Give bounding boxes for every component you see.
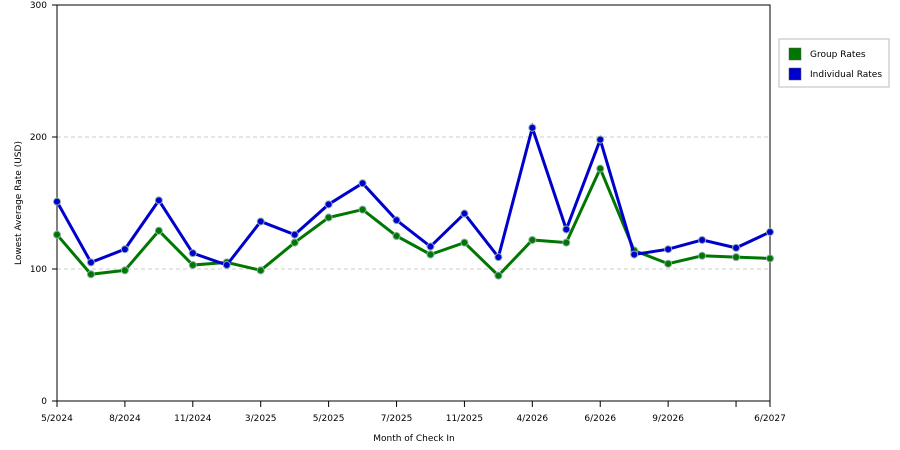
plot-frame [56, 4, 771, 402]
data-point [290, 230, 299, 239]
data-point [528, 235, 537, 244]
data-point [86, 270, 95, 279]
x-tick-label: 11/2024 [174, 414, 212, 424]
data-point [732, 253, 741, 262]
data-point [664, 259, 673, 268]
legend-swatch [788, 47, 802, 61]
data-point [562, 225, 571, 234]
x-tick-label: 11/2025 [446, 414, 483, 424]
data-point [698, 235, 707, 244]
x-tick-label: 8/2024 [109, 414, 141, 424]
series-line [55, 164, 771, 278]
data-point [324, 200, 333, 209]
data-point [426, 250, 435, 259]
y-axis-label: Lowest Average Rate (USD) [14, 141, 24, 265]
data-point [460, 209, 469, 218]
data-point [188, 249, 197, 258]
x-axis-label: Month of Check In [373, 434, 455, 444]
data-point [766, 228, 774, 237]
data-point [154, 196, 163, 205]
y-tick-label: 0 [41, 397, 47, 407]
data-point [53, 197, 61, 206]
x-tick-label: 5/2024 [41, 414, 73, 424]
data-point [120, 245, 129, 254]
data-point [426, 242, 435, 251]
y-tick-label: 300 [30, 1, 47, 11]
data-point [698, 251, 707, 260]
data-point [358, 205, 367, 214]
data-point [528, 123, 537, 132]
x-tick-label: 3/2025 [245, 414, 277, 424]
data-point [460, 238, 469, 247]
y-tick-label: 200 [30, 133, 47, 143]
data-point [358, 179, 367, 188]
x-tick-label: 9/2026 [652, 414, 684, 424]
data-point [494, 271, 503, 280]
data-point [324, 213, 333, 222]
data-point [630, 250, 639, 259]
legend-label: Individual Rates [810, 70, 882, 80]
data-point [732, 243, 741, 252]
x-tick-label: 6/2026 [584, 414, 616, 424]
data-point [188, 261, 197, 270]
data-point [596, 164, 605, 173]
data-point [766, 254, 774, 263]
data-point [290, 238, 299, 247]
y-tick-label: 100 [30, 265, 47, 275]
data-point [154, 226, 163, 235]
data-point [256, 266, 265, 275]
data-point [222, 261, 231, 270]
data-point [86, 258, 95, 267]
x-tick-label: 7/2025 [381, 414, 413, 424]
legend-label: Group Rates [810, 50, 866, 60]
data-point [392, 232, 401, 240]
data-point [256, 217, 265, 226]
data-point [596, 135, 605, 144]
data-point [562, 238, 571, 247]
data-point [392, 216, 401, 225]
series-line [55, 122, 771, 267]
data-point [53, 230, 61, 239]
x-tick-label: 4/2026 [516, 414, 548, 424]
legend-swatch [788, 67, 802, 81]
x-tick-label: 5/2025 [313, 414, 345, 424]
data-point [120, 266, 129, 275]
x-tick-label: 6/2027 [754, 414, 786, 424]
data-point [664, 245, 673, 254]
data-point [494, 253, 503, 262]
